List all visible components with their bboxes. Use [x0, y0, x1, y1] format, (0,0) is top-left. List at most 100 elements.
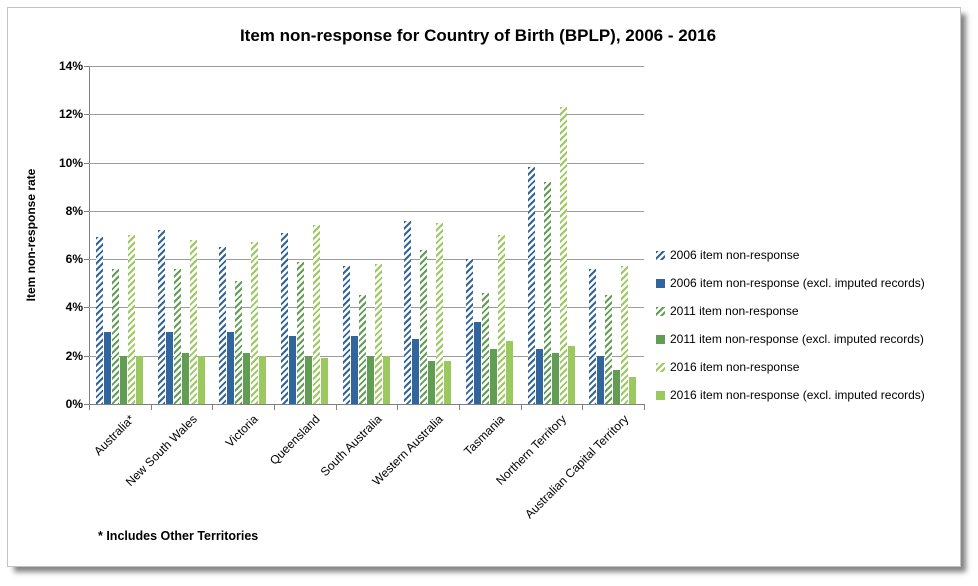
legend-swatch-2006-hatched-icon: [656, 250, 665, 260]
bar: [613, 370, 621, 404]
bar: [535, 348, 543, 404]
x-axis-tick: [397, 405, 399, 410]
y-axis-tick: [84, 307, 89, 309]
legend: 2006 item non-response 2006 item non-res…: [656, 248, 925, 402]
plot-area: 0% 2% 4% 6% 8% 10% 12% 14% Australia* New South W…: [59, 59, 645, 521]
bar: [219, 247, 227, 404]
bar: [358, 295, 366, 404]
bar: [567, 346, 575, 404]
bar: [312, 225, 320, 404]
bar: [366, 355, 374, 404]
bar: [551, 353, 559, 404]
bar: [320, 358, 328, 404]
y-axis-tick: [84, 210, 89, 212]
bar: [157, 230, 165, 404]
y-tick-label: 2%: [65, 348, 83, 363]
chart-card: Item non-response for Country of Birth (…: [7, 7, 961, 567]
bar: [597, 355, 605, 404]
bar: [304, 355, 312, 404]
x-axis-tick: [459, 405, 460, 410]
legend-item: 2006 item non-response: [656, 248, 925, 262]
y-tick-label: 6%: [65, 252, 83, 267]
gridline: [89, 66, 644, 67]
legend-swatch-2006-solid-icon: [656, 278, 665, 288]
bar: [497, 235, 505, 404]
bar: [404, 220, 412, 404]
bar: [605, 295, 613, 404]
bar: [342, 266, 350, 404]
y-axis-title: Item non-response rate: [24, 168, 38, 302]
x-category-label: Australia*: [91, 412, 138, 459]
bar: [95, 237, 103, 404]
bar: [111, 268, 119, 404]
x-category-label: Tasmania: [461, 412, 508, 459]
x-axis-tick: [274, 405, 275, 410]
legend-swatch-2011-solid-icon: [656, 334, 665, 344]
y-tick-label: 0%: [65, 397, 83, 411]
bar: [127, 235, 135, 404]
gridline: [89, 210, 644, 212]
bar: [288, 336, 296, 404]
bar: [505, 341, 513, 404]
x-axis-tick: [335, 405, 337, 410]
chart-title: Item non-response for Country of Birth (…: [239, 26, 717, 45]
y-tick-label: 10%: [58, 155, 83, 170]
legend-item: 2016 item non-response (excl. imputed re…: [656, 388, 925, 402]
legend-item: 2011 item non-response: [656, 304, 925, 318]
bar: [481, 292, 489, 404]
bar: [428, 360, 436, 404]
x-axis-tick: [644, 405, 645, 410]
legend-label: 2006 item non-response (excl. imputed re…: [670, 276, 925, 290]
legend-label: 2006 item non-response: [670, 248, 800, 262]
x-category-label: South Australia: [317, 412, 385, 479]
bar: [420, 249, 428, 404]
bar: [444, 360, 452, 404]
bar: [235, 280, 243, 404]
bar: [296, 261, 304, 404]
bar: [227, 331, 235, 404]
legend-swatch-2016-solid-icon: [656, 390, 665, 400]
y-axis-tick: [84, 259, 89, 261]
x-axis-tick: [150, 405, 152, 410]
bar: [181, 353, 189, 404]
y-axis-line: [89, 66, 90, 405]
y-axis-tick: [84, 66, 89, 67]
bar: [103, 331, 111, 404]
y-axis-tick: [84, 404, 89, 405]
x-category-label: Queensland: [267, 412, 323, 468]
legend-swatch-2016-hatched-icon: [656, 362, 665, 372]
bar: [165, 331, 173, 404]
bar: [259, 355, 267, 404]
y-tick-label: 4%: [65, 300, 83, 315]
bar: [350, 336, 358, 404]
legend-item: 2016 item non-response: [656, 360, 925, 374]
y-axis-tick: [84, 114, 89, 116]
legend-item: 2011 item non-response (excl. imputed re…: [656, 332, 925, 346]
bar: [119, 355, 127, 404]
gridline: [89, 307, 644, 309]
bar: [173, 268, 181, 404]
bar: [436, 222, 444, 404]
bar: [559, 107, 567, 404]
x-axis-line: [89, 404, 645, 405]
bar: [382, 355, 390, 404]
legend-swatch-2011-hatched-icon: [656, 306, 665, 316]
bar: [374, 264, 382, 404]
legend-label: 2011 item non-response: [670, 304, 799, 318]
bar: [473, 321, 481, 404]
y-tick-label: 14%: [58, 59, 83, 73]
x-axis-tick: [89, 405, 90, 410]
bar: [280, 232, 288, 404]
footnote: * Includes Other Territories: [98, 529, 259, 543]
gridline: [89, 259, 644, 261]
x-axis-tick: [212, 405, 214, 410]
legend-label: 2011 item non-response (excl. imputed re…: [670, 332, 924, 346]
bar: [621, 266, 629, 404]
x-category-label: Victoria: [223, 412, 262, 451]
bar: [465, 259, 473, 404]
legend-item: 2006 item non-response (excl. imputed re…: [656, 276, 925, 290]
y-axis-tick: [84, 355, 89, 357]
bar: [543, 181, 551, 404]
bar: [412, 338, 420, 404]
